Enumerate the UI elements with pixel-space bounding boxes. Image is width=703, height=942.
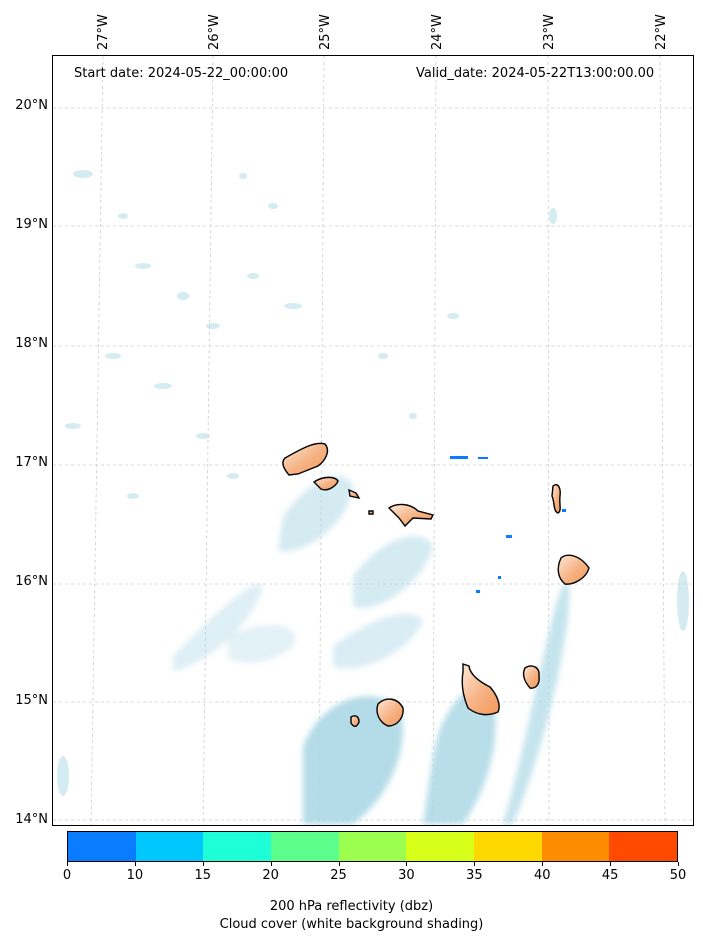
island-santa-luzia [348,488,361,500]
lon-label-23w: 23°W [542,14,557,50]
colorbar-tickmark [134,862,136,866]
cloud-cover [173,476,570,824]
colorbar-label: 200 hPa reflectivity (dbz) [269,899,434,914]
colorbar-segment [406,832,475,861]
colorbar-tickmark [270,862,272,866]
colorbar-tickmark [678,862,679,866]
island-branco [368,510,374,515]
island-sao-vicente [312,476,339,491]
colorbar-segment [135,832,204,861]
colorbar-tick-label: 10 [126,868,144,883]
map-panel[interactable] [52,55,694,826]
lat-label-20n: 20°N [15,98,48,113]
island-sao-nicolau [387,503,435,528]
island-fogo [376,698,404,727]
colorbar-segment [541,832,610,861]
cloud-speckles [57,170,689,796]
lon-label-22w: 22°W [654,14,669,50]
island-boa-vista [557,554,590,585]
reflectivity-patches [450,456,566,593]
colorbar-tick-label: 40 [533,868,551,883]
colorbar-segment [474,832,542,861]
lat-label-18n: 18°N [15,336,48,351]
colorbar-tickmark [202,862,204,866]
colorbar-tick-label: 35 [466,868,483,883]
colorbar-segment [338,832,407,861]
graticule [53,56,693,825]
map-canvas [53,56,693,825]
island-santiago [461,663,500,716]
colorbar-tickmark [406,862,408,866]
lon-label-25w: 25°W [318,14,333,50]
colorbar-segment [68,832,136,861]
colorbar-tick-label: 30 [398,868,415,883]
start-date-label: Start date: 2024-05-22_00:00:00 [74,66,289,81]
island-sal [551,484,561,514]
lat-label-17n: 17°N [15,455,48,470]
island-santo-antao [282,442,329,476]
colorbar-tickmark [67,862,68,866]
lon-label-26w: 26°W [207,14,222,50]
colorbar-tick-label: 45 [601,868,619,883]
lat-label-16n: 16°N [15,574,48,589]
island-maio [522,665,540,689]
island-brava [350,715,360,727]
colorbar-tick-label: 15 [194,868,212,883]
colorbar-segment [609,832,678,861]
colorbar-tickmark [474,862,476,866]
colorbar-tick-label: 50 [669,868,687,883]
lat-label-14n: 14°N [15,812,48,827]
colorbar-tickmark [542,862,544,866]
islands [282,442,590,727]
colorbar-segment [203,832,272,861]
colorbar-segment [271,832,339,861]
lon-label-27w: 27°W [96,14,111,50]
lon-label-24w: 24°W [430,14,445,50]
valid-date-label: Valid_date: 2024-05-22T13:00:00.00 [416,66,655,81]
lat-label-19n: 19°N [15,217,48,232]
colorbar [67,831,678,862]
colorbar-tick-label: 20 [262,868,279,883]
colorbar-sublabel: Cloud cover (white background shading) [219,917,484,932]
colorbar-tickmark [610,862,612,866]
colorbar-tickmark [338,862,340,866]
colorbar-tick-label: 0 [62,868,72,883]
colorbar-tick-label: 25 [330,868,347,883]
lat-label-15n: 15°N [15,693,48,708]
